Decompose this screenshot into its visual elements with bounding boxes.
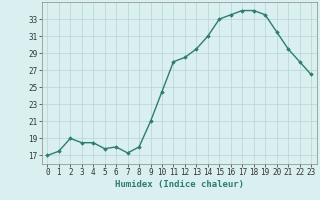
X-axis label: Humidex (Indice chaleur): Humidex (Indice chaleur): [115, 180, 244, 189]
